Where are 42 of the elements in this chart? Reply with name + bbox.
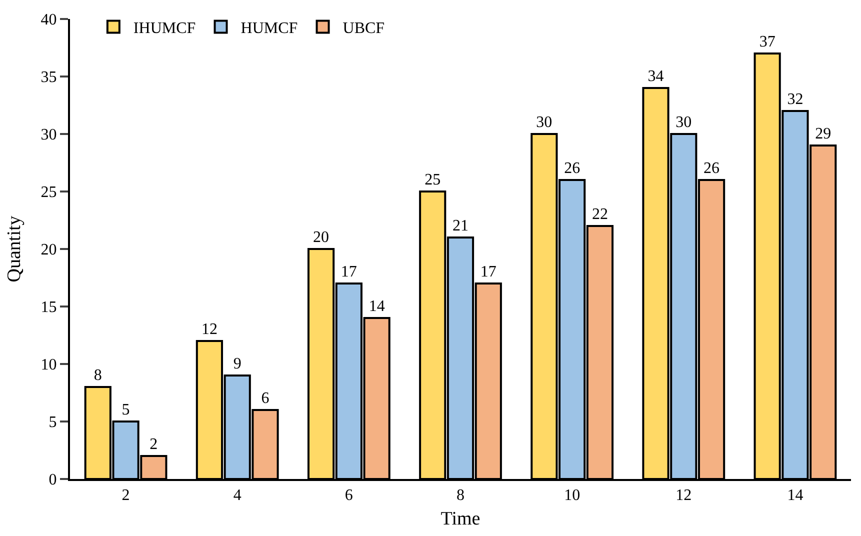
data-label: 32 bbox=[787, 91, 804, 108]
x-tick-label: 8 bbox=[456, 487, 464, 504]
data-label: 5 bbox=[122, 402, 130, 418]
data-label: 21 bbox=[452, 218, 468, 234]
data-label: 22 bbox=[592, 206, 608, 223]
data-label: 17 bbox=[340, 264, 357, 280]
data-label: 17 bbox=[480, 264, 496, 280]
data-label: 26 bbox=[704, 160, 720, 177]
y-tick-label: 10 bbox=[40, 356, 57, 374]
data-label: 14 bbox=[368, 298, 385, 315]
legend-label: UBCF bbox=[342, 20, 385, 37]
legend-label: HUMCF bbox=[240, 20, 298, 37]
y-tick-label: 0 bbox=[48, 472, 57, 489]
y-tick-label: 20 bbox=[40, 242, 57, 259]
data-label: 30 bbox=[676, 114, 692, 131]
y-tick-label: 15 bbox=[40, 299, 57, 316]
data-label: 2 bbox=[150, 436, 158, 453]
y-axis-title: Quantity bbox=[4, 215, 26, 282]
y-tick-label: 40 bbox=[40, 12, 57, 29]
x-tick-label: 10 bbox=[564, 487, 580, 504]
data-label: 20 bbox=[313, 229, 330, 246]
data-label: 30 bbox=[536, 114, 552, 131]
x-axis-title: Time bbox=[440, 508, 480, 530]
y-tick-label: 25 bbox=[40, 184, 57, 202]
x-tick-label: 2 bbox=[122, 487, 130, 504]
y-tick-label: 30 bbox=[40, 126, 57, 144]
legend-label: IHUMCF bbox=[133, 20, 196, 37]
data-label: 37 bbox=[759, 34, 776, 50]
data-label: 6 bbox=[261, 390, 270, 407]
x-tick-label: 4 bbox=[233, 487, 242, 504]
data-label: 34 bbox=[648, 68, 664, 85]
data-label: 25 bbox=[424, 172, 441, 188]
x-tick-label: 14 bbox=[787, 487, 804, 504]
data-label: 26 bbox=[564, 160, 580, 177]
y-tick-label: 5 bbox=[48, 414, 57, 432]
x-tick-label: 12 bbox=[676, 487, 692, 504]
data-label: 9 bbox=[233, 356, 242, 372]
data-label: 12 bbox=[201, 321, 218, 338]
x-tick-label: 6 bbox=[344, 487, 353, 504]
y-tick-label: 35 bbox=[40, 69, 57, 86]
data-label: 29 bbox=[815, 126, 832, 142]
data-label: 8 bbox=[94, 367, 102, 384]
